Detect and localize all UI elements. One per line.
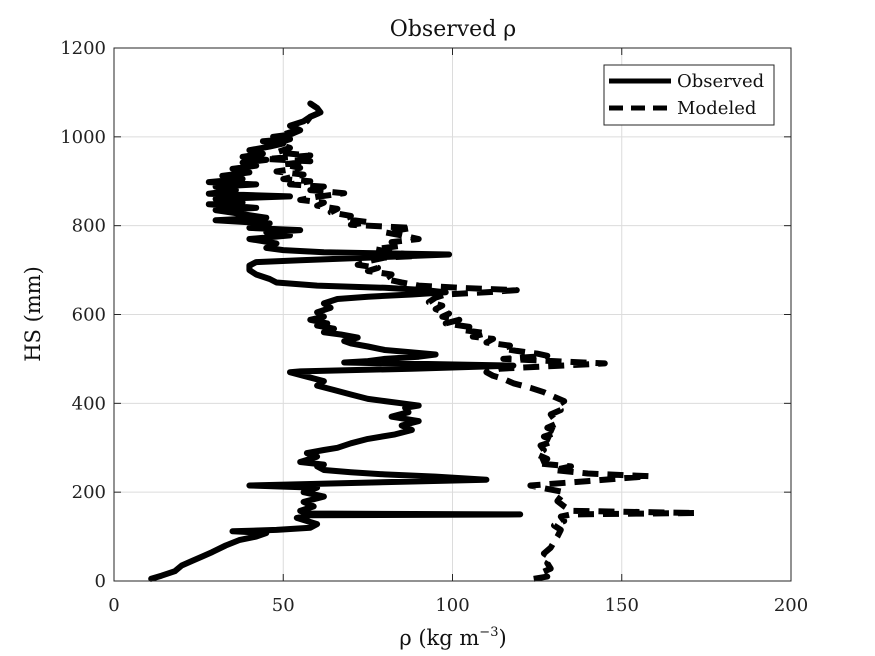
x-tick-label: 200: [774, 595, 808, 616]
x-axis-label: ρ (kg m−3): [399, 625, 506, 650]
x-axis-label-exponent: −3: [479, 625, 498, 640]
series-line-observed: [148, 100, 524, 582]
legend-label-observed: Observed: [677, 71, 764, 92]
y-tick-label: 200: [72, 482, 106, 503]
y-tick-label: 800: [72, 216, 106, 237]
y-axis-label: HS (mm): [21, 266, 45, 362]
legend-label-modeled: Modeled: [677, 98, 756, 119]
y-tick-label: 400: [72, 393, 106, 414]
y-tick-label: 1200: [60, 38, 106, 59]
x-tick-label: 150: [605, 595, 639, 616]
grid-lines: [113, 47, 792, 582]
x-axis-label-main: ρ (kg m: [399, 626, 479, 650]
legend-box: [603, 64, 775, 126]
x-tick-label: 50: [272, 595, 295, 616]
x-tick-label: 100: [435, 595, 469, 616]
axis-ticks: 0 50 100 150 200 0 200 400 600 800 1000 1200: [60, 38, 808, 616]
x-axis-label-suffix: ): [498, 626, 506, 650]
x-tick-label: 0: [108, 595, 119, 616]
y-tick-label: 600: [72, 305, 106, 326]
plot-series: [148, 100, 700, 582]
y-tick-label: 1000: [60, 127, 106, 148]
y-tick-label: 0: [95, 571, 106, 592]
chart-title: Observed ρ: [390, 17, 516, 42]
series-line-modeled: [263, 100, 700, 582]
legend: Observed Modeled: [603, 64, 775, 126]
